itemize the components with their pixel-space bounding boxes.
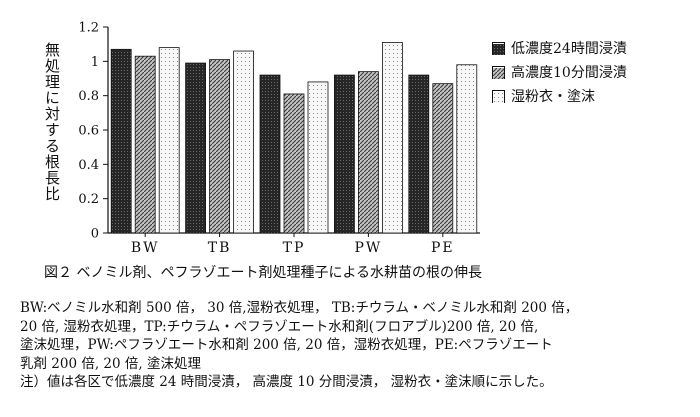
- bar: [333, 74, 355, 234]
- y-tick-label: 0: [91, 227, 99, 242]
- note-line: 乳剤 200 倍, 20 倍, 塗沫処理: [20, 355, 201, 372]
- bar: [259, 74, 281, 234]
- x-tick-label: PW: [354, 240, 382, 256]
- legend-swatch: [492, 41, 505, 55]
- legend-swatch: [492, 65, 505, 79]
- legend: 低濃度24時間浸漬 高濃度10分間浸漬 湿粉衣・塗沫: [492, 36, 627, 108]
- legend-item: 高濃度10分間浸漬: [492, 60, 627, 84]
- legend-swatch-fill: [493, 67, 504, 79]
- legend-label: 高濃度10分間浸漬: [511, 65, 627, 81]
- legend-swatch-fill: [493, 91, 504, 103]
- bar: [456, 64, 478, 234]
- bar-chart: 0 0.2 0.4 0.6 0.8 1 1.2 BW TB TP PW PE: [78, 21, 480, 257]
- tick-labels: 0 0.2 0.4 0.6 0.8 1 1.2 BW TB TP PW PE: [78, 21, 455, 257]
- y-axis-label: 無処理に対する根長比: [43, 42, 61, 202]
- x-tick-label: TP: [283, 240, 306, 256]
- note-line: 20 倍, 湿粉衣処理，TP:チウラム・ペフラゾエート水和剤(フロアブル)200…: [20, 318, 539, 335]
- bar: [432, 83, 454, 234]
- note-line: BW:ベノミル水和剤 500 倍， 30 倍,湿粉衣処理， TB:チウラム・ベノ…: [20, 300, 579, 316]
- bar: [381, 42, 403, 234]
- x-tick-label: TB: [208, 240, 232, 256]
- bar: [283, 93, 305, 234]
- bar: [307, 81, 329, 234]
- figure-caption: 図２ ベノミル剤、ペフラゾエート剤処理種子による水耕苗の根の伸長: [44, 265, 483, 281]
- legend-swatch-rect: [493, 91, 504, 103]
- legend-swatch: [492, 89, 505, 103]
- note-line: 塗沫処理，PW:ペフラゾエート水和剤 200 倍, 20 倍，湿粉衣処理，PE:…: [20, 337, 553, 354]
- y-tick-label: 1.2: [78, 21, 99, 36]
- x-tick-label: BW: [131, 240, 160, 256]
- bar: [110, 48, 132, 234]
- y-tick-label: 0.8: [78, 89, 99, 104]
- y-tick-label: 0.6: [78, 124, 99, 139]
- bar: [233, 50, 255, 234]
- bar: [185, 62, 207, 234]
- legend-label: 低濃度24時間浸漬: [511, 41, 627, 57]
- bar: [134, 55, 156, 234]
- figure-notes: BW:ベノミル水和剤 500 倍， 30 倍,湿粉衣処理， TB:チウラム・ベノ…: [20, 299, 690, 392]
- legend-item: 低濃度24時間浸漬: [492, 36, 627, 60]
- bars: [110, 42, 478, 234]
- x-tick-label: PE: [431, 240, 455, 256]
- y-tick-label: 0.2: [78, 192, 99, 207]
- legend-label: 湿粉衣・塗沫: [511, 89, 595, 105]
- legend-item: 湿粉衣・塗沫: [492, 84, 627, 108]
- bar: [408, 74, 430, 234]
- y-tick-label: 0.4: [78, 158, 99, 173]
- y-tick-label: 1: [91, 55, 99, 70]
- legend-swatch-rect: [493, 67, 504, 79]
- bar: [357, 71, 379, 234]
- bar: [158, 47, 180, 234]
- legend-swatch-fill: [493, 43, 504, 55]
- legend-swatch-rect: [493, 43, 504, 55]
- note-line: 注）値は各区で低濃度 24 時間浸漬， 高濃度 10 分間浸漬， 湿粉衣・塗沫順…: [20, 374, 553, 391]
- bar: [209, 59, 231, 234]
